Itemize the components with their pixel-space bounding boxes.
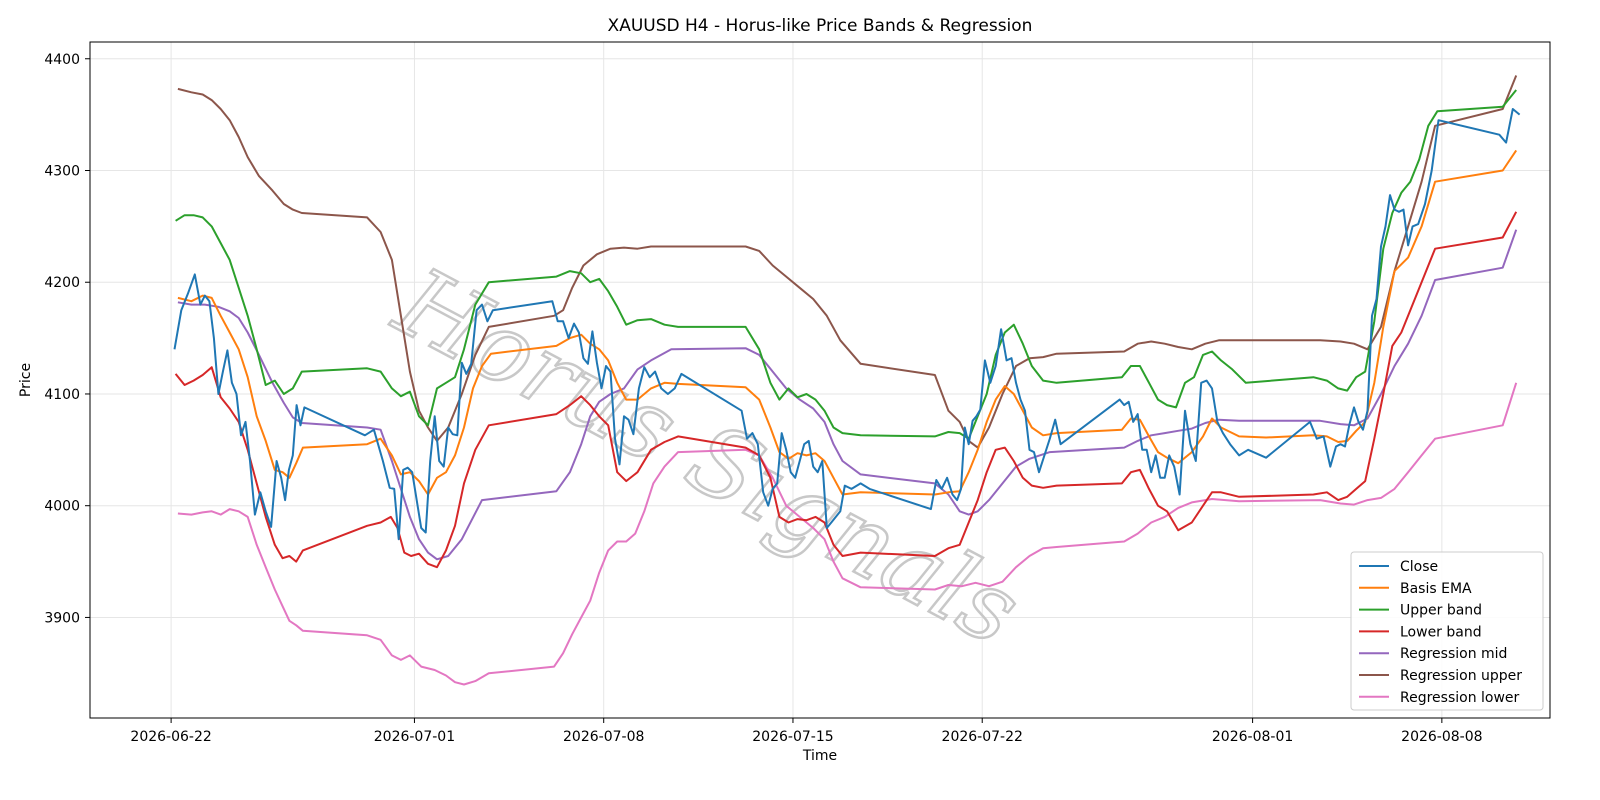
- series-layer: [173, 75, 1521, 686]
- chart-title: XAUUSD H4 - Horus-like Price Bands & Reg…: [608, 16, 1033, 36]
- series-line-close: [173, 108, 1521, 541]
- legend-label: Lower band: [1400, 624, 1482, 640]
- y-tick-label: 4300: [44, 163, 80, 179]
- y-axis-title: Price: [18, 363, 34, 397]
- x-tick-label: 2026-07-22: [942, 729, 1023, 745]
- x-tick-label: 2026-08-08: [1401, 729, 1482, 745]
- series-line-lower-band: [174, 211, 1518, 569]
- x-axis: 2026-06-22 2026-07-01 2026-07-08 2026-07-15…: [130, 718, 1483, 745]
- x-tick-label: 2026-07-15: [752, 729, 833, 745]
- legend-label: Regression mid: [1400, 646, 1507, 662]
- series-line-upper-band: [175, 89, 1517, 440]
- legend-box: [1350, 551, 1544, 711]
- series-line-regression-lower: [177, 382, 1518, 686]
- y-tick-label: 4100: [44, 387, 80, 403]
- y-tick-label: 4200: [44, 275, 80, 291]
- legend-label: Basis EMA: [1400, 581, 1472, 597]
- legend-label: Upper band: [1400, 603, 1482, 619]
- legend: Close Basis EMA Upper band Lower band Regres…: [1350, 551, 1544, 711]
- legend-label: Regression lower: [1400, 690, 1520, 706]
- x-tick-label: 2026-08-01: [1212, 729, 1293, 745]
- x-tick-label: 2026-07-01: [374, 729, 455, 745]
- series-line-basis-ema: [177, 149, 1518, 496]
- y-tick-label: 3900: [44, 610, 80, 626]
- series-line-regression-upper: [177, 75, 1518, 449]
- y-tick-label: 4000: [44, 499, 80, 515]
- series-line-regression-mid: [177, 229, 1518, 561]
- x-tick-label: 2026-06-22: [130, 729, 211, 745]
- plot-frame: [89, 41, 1551, 719]
- x-tick-label: 2026-07-08: [563, 729, 644, 745]
- y-tick-label: 4400: [44, 52, 80, 68]
- legend-label: Regression upper: [1400, 668, 1522, 684]
- legend-label: Close: [1400, 559, 1438, 575]
- x-axis-title: Time: [802, 748, 837, 764]
- y-axis: 3900 4000 4100 4200 4300 4400: [44, 52, 90, 626]
